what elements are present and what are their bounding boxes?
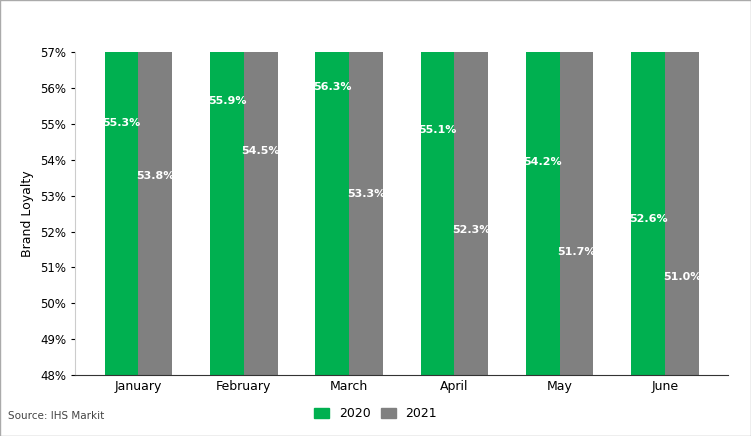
Bar [244,0,278,375]
Text: 52.6%: 52.6% [629,215,668,225]
Text: 51.7%: 51.7% [557,247,596,257]
Bar [138,0,172,375]
Text: 51.0%: 51.0% [662,272,701,282]
Text: Source: IHS Markit: Source: IHS Markit [8,411,104,421]
Bar [210,0,244,375]
Text: 53.3%: 53.3% [347,189,385,199]
Text: 52.3%: 52.3% [452,225,490,235]
Bar [105,0,138,375]
Bar [454,0,488,375]
Bar [632,0,665,375]
Bar [559,0,593,375]
Bar [421,0,454,375]
Legend: 2020, 2021: 2020, 2021 [309,402,442,426]
Text: 54.5%: 54.5% [241,146,280,156]
Bar [526,0,559,375]
Text: 53.8%: 53.8% [136,171,174,181]
Text: 55.3%: 55.3% [103,118,140,128]
Text: National Brand Loyalty By Month: National Brand Loyalty By Month [9,13,282,28]
Text: 56.3%: 56.3% [313,82,351,92]
Text: 55.1%: 55.1% [418,125,457,135]
Bar [349,0,383,375]
Text: 54.2%: 54.2% [523,157,562,167]
Y-axis label: Brand Loyalty: Brand Loyalty [21,170,35,257]
Bar [315,0,349,375]
Bar [665,0,698,375]
Text: 55.9%: 55.9% [208,96,246,106]
